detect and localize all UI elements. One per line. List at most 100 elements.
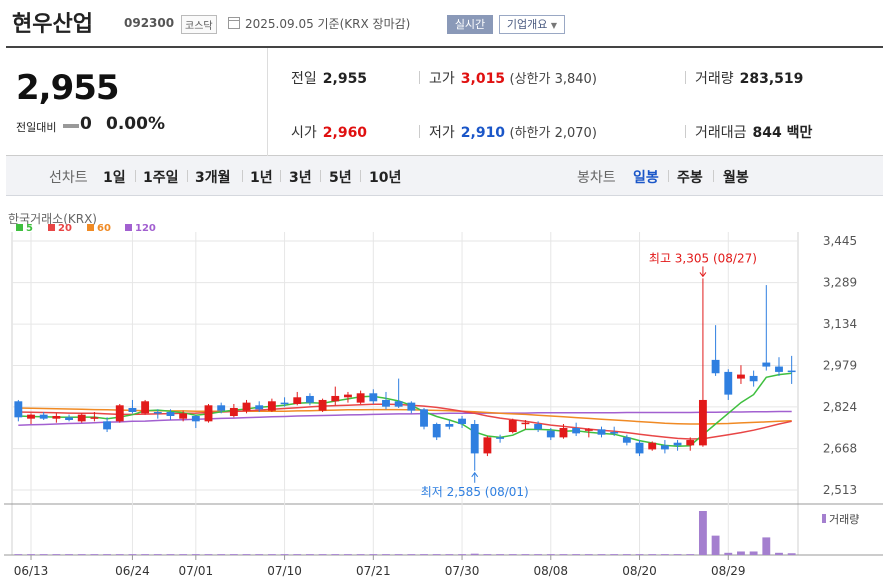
chevron-down-icon: ▼	[550, 21, 558, 30]
volume-bar	[660, 554, 669, 555]
low-value: 2,910	[460, 125, 506, 141]
candle-body	[242, 402, 251, 411]
lower-limit: (하한가 2,070)	[509, 126, 597, 141]
tab-3m[interactable]: 3개월	[195, 170, 231, 186]
legend-ma-120: 120	[125, 223, 156, 234]
candle-body	[458, 418, 466, 425]
candle-body	[470, 424, 479, 454]
legend-ma-60: 60	[87, 223, 111, 234]
candle-body	[369, 393, 378, 402]
candle-body	[27, 414, 35, 419]
tab-1w[interactable]: 1주일	[143, 170, 179, 186]
trade-value-label: 거래대금	[695, 125, 747, 141]
candle-body	[711, 359, 720, 374]
candle-body	[166, 411, 175, 416]
candle-body	[559, 428, 568, 438]
open-label: 시가	[291, 125, 317, 141]
tab-daily[interactable]: 일봉	[633, 170, 659, 186]
candle-body	[153, 411, 162, 414]
volume-bar	[280, 554, 289, 555]
tab-weekly[interactable]: 주봉	[677, 170, 703, 186]
candle-body	[635, 442, 644, 454]
tab-5y[interactable]: 5년	[329, 170, 352, 186]
volume-bar	[622, 554, 631, 555]
divider	[668, 170, 669, 182]
candle-body	[622, 437, 631, 443]
volume-bar	[77, 554, 86, 555]
candle-body	[356, 393, 365, 403]
volume-bar	[115, 554, 124, 555]
tab-monthly[interactable]: 월봉	[723, 170, 749, 186]
divider	[280, 170, 281, 182]
candle-body	[420, 409, 428, 427]
legend-swatch	[87, 224, 94, 231]
volume-bar	[166, 554, 175, 555]
candle-body	[787, 370, 796, 373]
x-tick-label: 06/13	[14, 564, 49, 578]
candle-body	[648, 442, 657, 450]
tab-line-chart[interactable]: 선차트	[49, 170, 88, 186]
volume-bar	[14, 554, 23, 555]
y-tick-label: 2,668	[823, 442, 857, 456]
candle-body	[737, 374, 745, 379]
tab-3y[interactable]: 3년	[289, 170, 312, 186]
volume-legend-label: 거래량	[829, 513, 859, 526]
y-tick-label: 3,445	[823, 234, 857, 248]
volume-bar	[65, 554, 73, 555]
volume-bar	[318, 554, 327, 555]
volume-bar	[331, 554, 340, 555]
moving-average-ma120	[18, 410, 792, 427]
volume-bar	[27, 554, 35, 555]
tab-candle-chart[interactable]: 봉차트	[577, 170, 616, 186]
candle-body	[749, 375, 758, 382]
volume-bar	[141, 554, 150, 555]
realtime-button[interactable]: 실시간	[447, 15, 493, 34]
tab-1d[interactable]: 1일	[103, 170, 126, 186]
candle-body	[267, 401, 276, 411]
open-value: 2,960	[322, 125, 368, 141]
high-label: 고가	[429, 71, 455, 87]
change-percent: 0.00%	[106, 114, 165, 134]
candle-body	[673, 442, 682, 446]
candle-body	[432, 424, 441, 438]
volume-bar	[698, 511, 707, 555]
volume-bar	[724, 552, 733, 555]
volume-bar	[737, 551, 745, 555]
high-arrow-head	[699, 272, 707, 278]
price-box: 2,955 전일대비 0 0.00%	[6, 48, 268, 156]
high-price: 고가 3,015 (상한가 3,840)	[429, 68, 597, 88]
prev-close-value: 2,955	[322, 71, 368, 87]
y-tick-label: 2,513	[823, 483, 857, 497]
volume-bar	[787, 553, 796, 555]
y-tick-label: 2,979	[823, 359, 857, 373]
candle-body	[698, 399, 707, 446]
low-arrow-head	[471, 471, 479, 478]
volume-bar	[39, 554, 48, 555]
legend-label: 60	[97, 223, 111, 234]
moving-average-ma5	[18, 372, 792, 447]
company-overview-button[interactable]: 기업개요 ▼	[499, 15, 565, 34]
candle-body	[255, 405, 264, 410]
volume-bar	[204, 554, 213, 555]
candle-body	[14, 401, 23, 418]
tab-10y[interactable]: 10년	[369, 170, 402, 186]
candle-body	[762, 362, 771, 367]
volume-bar	[356, 554, 365, 555]
volume-bar	[610, 554, 619, 555]
y-tick-label: 3,289	[823, 276, 857, 290]
upper-limit: (상한가 3,840)	[509, 72, 597, 87]
volume-bar	[458, 554, 466, 555]
tab-1y[interactable]: 1년	[250, 170, 273, 186]
volume-bar	[305, 554, 314, 555]
quote-panel: 2,955 전일대비 0 0.00% 전일 2,955 고가 3,015 (상한가 …	[6, 46, 883, 156]
legend-swatch	[16, 224, 23, 231]
candle-body	[572, 428, 581, 434]
moving-average-ma60	[18, 407, 792, 425]
legend-label: 120	[135, 223, 156, 234]
divider	[135, 170, 136, 182]
candle-body	[103, 421, 112, 430]
volume-bar	[483, 554, 492, 555]
candle-body	[77, 414, 86, 422]
volume-bar	[749, 551, 758, 555]
high-annotation: 최고 3,305 (08/27)	[649, 251, 757, 265]
